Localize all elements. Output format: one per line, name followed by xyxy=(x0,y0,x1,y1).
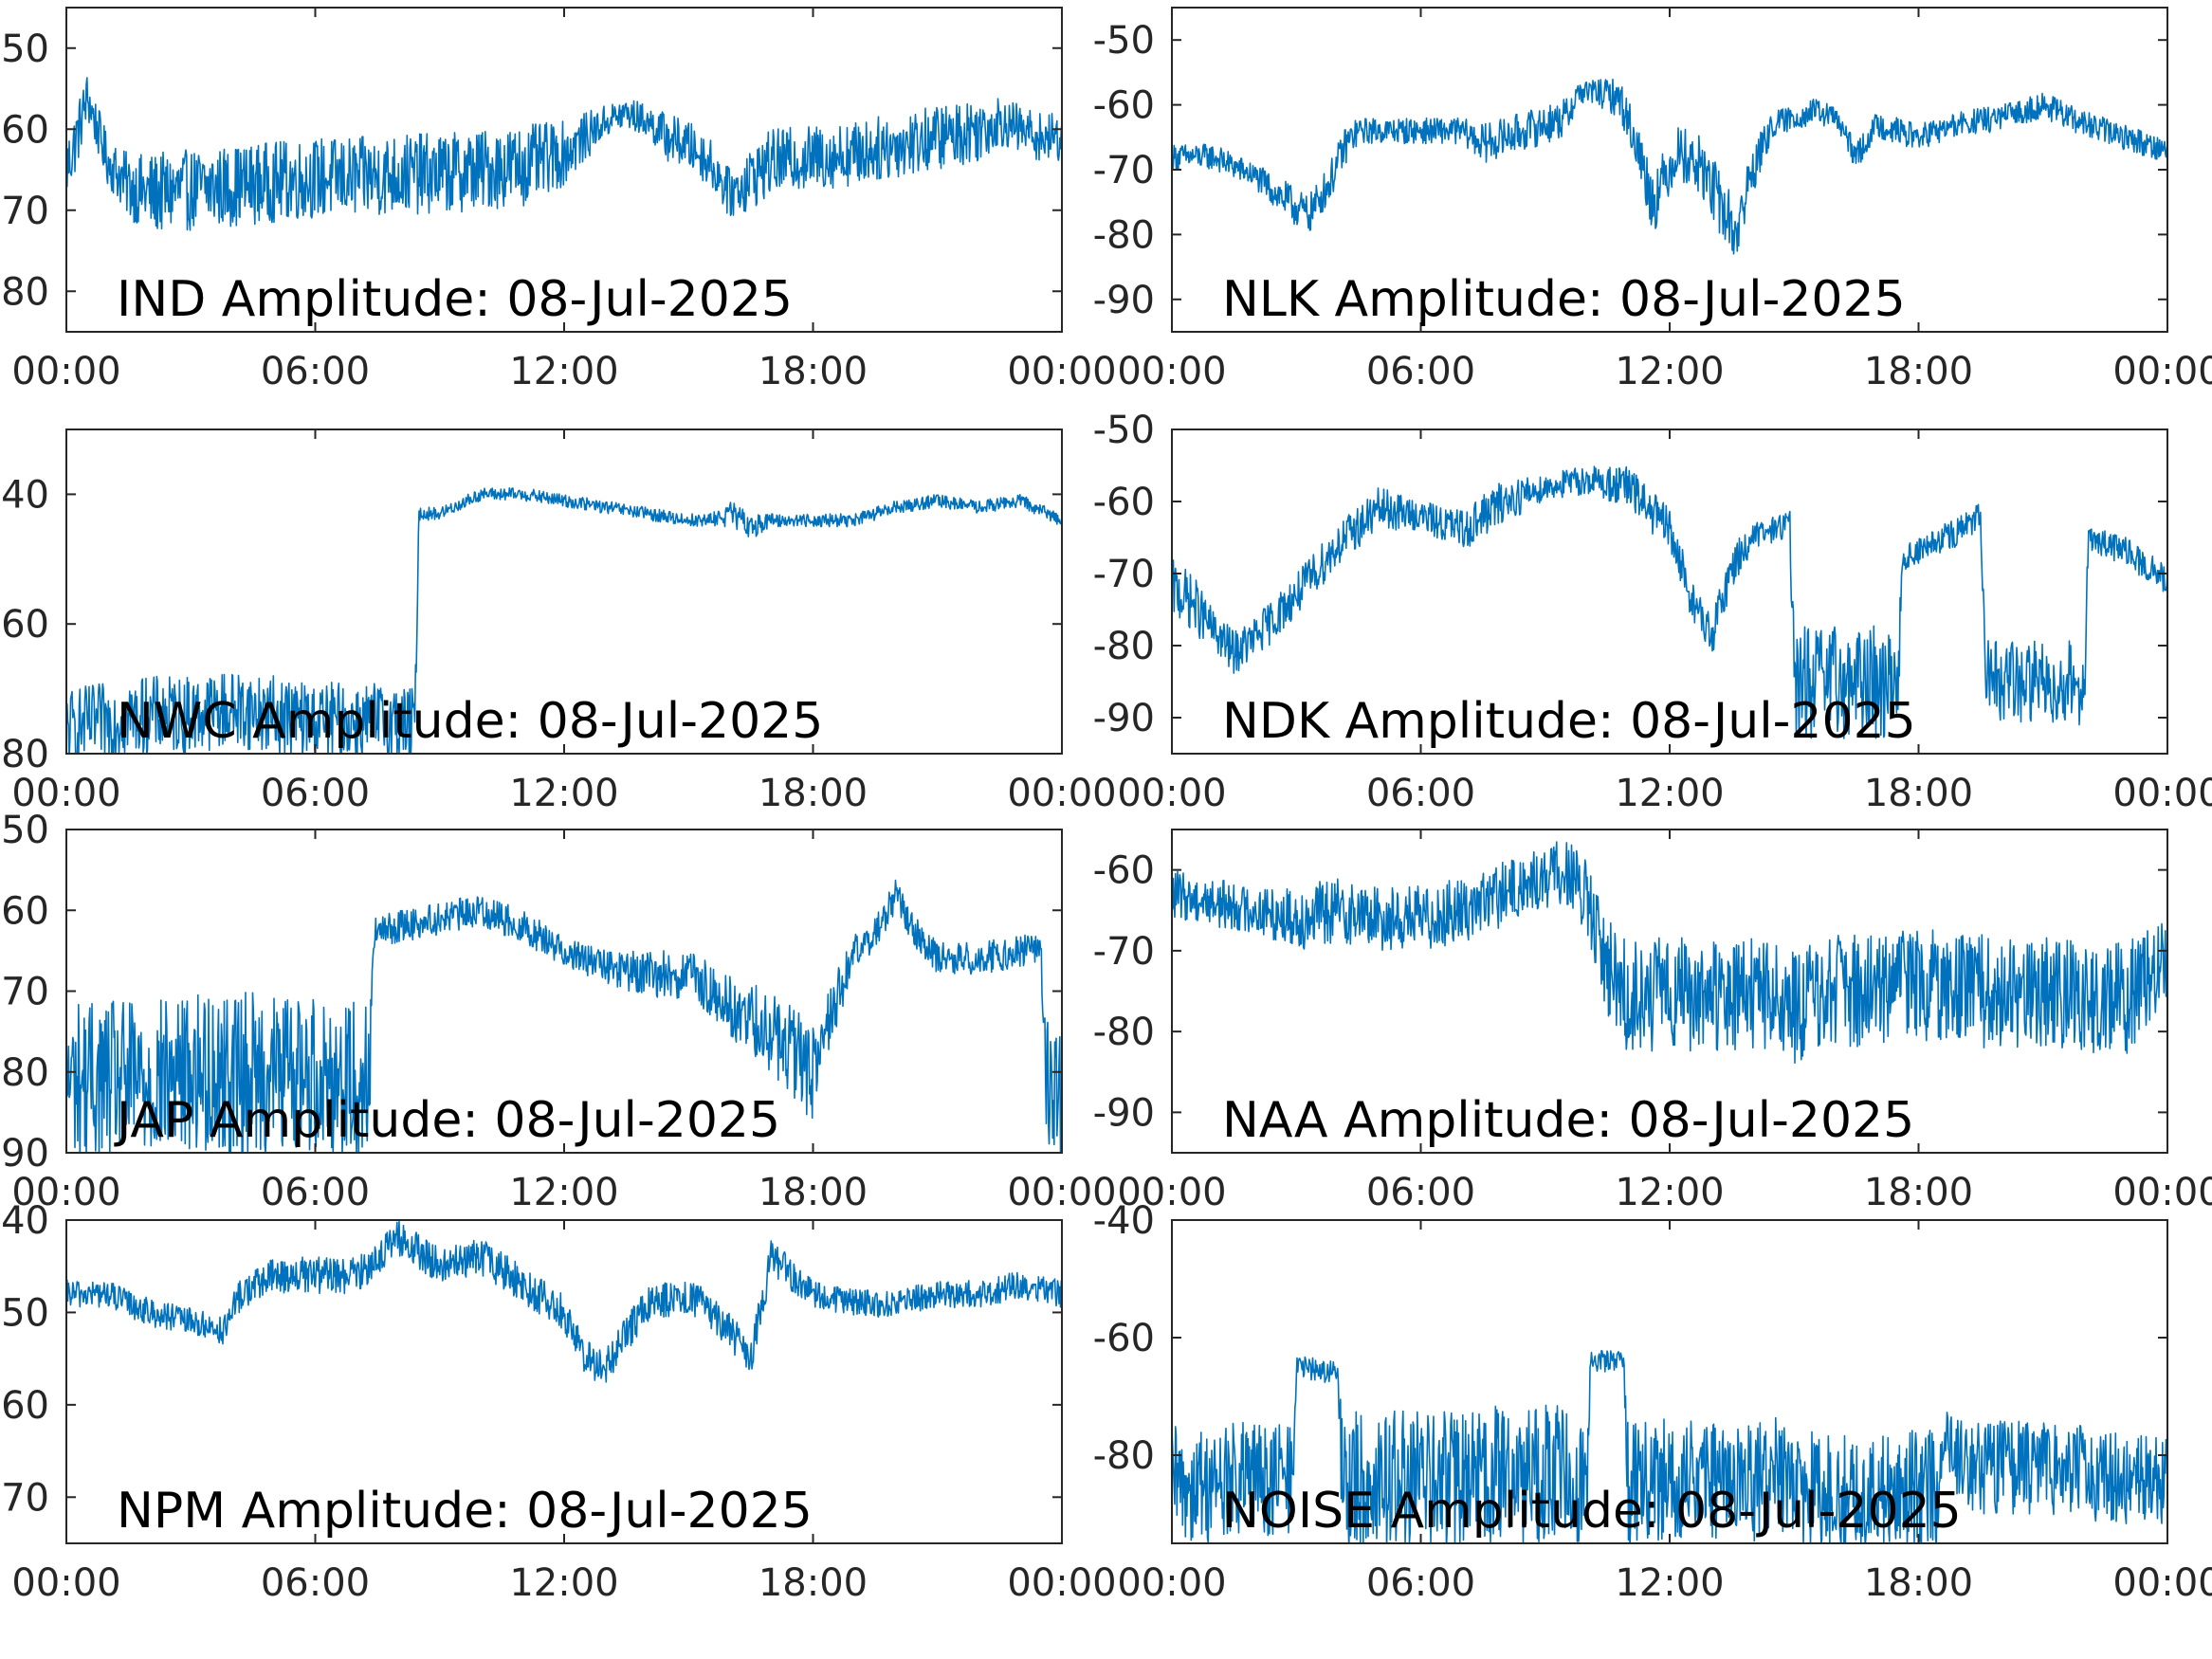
ytick-label: 70 xyxy=(1,1476,49,1520)
ytick-label: -70 xyxy=(1093,930,1155,974)
xtick-label: 12:00 xyxy=(509,350,618,393)
ytick-label: 50 xyxy=(1,1291,49,1335)
ytick-label: -90 xyxy=(1093,279,1155,322)
amplitude-trace-nwc xyxy=(66,487,1062,754)
amplitude-trace-nlk xyxy=(1172,78,2167,255)
xtick-label: 18:00 xyxy=(1864,772,1973,815)
amplitude-trace-npm xyxy=(66,1220,1062,1383)
ytick-label: 40 xyxy=(1,1199,49,1243)
ytick-label: 60 xyxy=(1,603,49,647)
amplitude-trace-jap xyxy=(66,879,1062,1153)
ytick-label: 80 xyxy=(1,733,49,776)
xtick-label: 00:00 xyxy=(2112,1171,2212,1214)
xtick-label: 00:00 xyxy=(11,1171,120,1214)
xtick-label: 12:00 xyxy=(1615,1171,1724,1214)
xtick-label: 06:00 xyxy=(261,1171,370,1214)
panel-title-naa: NAA Amplitude: 08-Jul-2025 xyxy=(1222,1092,1914,1149)
xtick-label: 00:00 xyxy=(1007,772,1116,815)
xtick-label: 06:00 xyxy=(261,1561,370,1605)
xtick-label: 00:00 xyxy=(2112,1561,2212,1605)
ytick-label: 50 xyxy=(1,809,49,852)
xtick-label: 06:00 xyxy=(261,772,370,815)
xtick-label: 06:00 xyxy=(1366,1171,1475,1214)
xtick-label: 18:00 xyxy=(759,1171,868,1214)
ytick-label: 40 xyxy=(1,473,49,517)
panel-title-ndk: NDK Amplitude: 08-Jul-2025 xyxy=(1222,693,1916,750)
ytick-label: 60 xyxy=(1,1384,49,1428)
panel-npm: 40 50 60 70 00:00 06:00 12:00 18:00 00:00 NPM Amp… xyxy=(1,1199,1117,1605)
ytick-label: -80 xyxy=(1093,213,1155,257)
ytick-label: -60 xyxy=(1093,481,1155,524)
ytick-label: 50 xyxy=(1,27,49,71)
xtick-label: 06:00 xyxy=(261,350,370,393)
panel-ind: 50 60 70 80 00:00 06:00 12:00 18:00 00:00 IND Amp… xyxy=(1,7,1117,393)
ytick-label: -60 xyxy=(1093,849,1155,893)
panel-nlk: -50 -60 -70 -80 -90 00:00 06:00 12:00 18:00 00:00… xyxy=(1093,7,2212,393)
panel-title-nwc: NWC Amplitude: 08-Jul-2025 xyxy=(117,693,823,750)
xtick-label: 00:00 xyxy=(1117,1171,1226,1214)
xtick-label: 06:00 xyxy=(1366,772,1475,815)
ytick-label: 60 xyxy=(1,108,49,152)
ytick-label: -60 xyxy=(1093,84,1155,128)
xtick-label: 18:00 xyxy=(1864,350,1973,393)
ytick-label: -90 xyxy=(1093,1091,1155,1135)
xtick-label: 00:00 xyxy=(11,1561,120,1605)
xtick-label: 06:00 xyxy=(1366,1561,1475,1605)
xtick-label: 00:00 xyxy=(2112,350,2212,393)
ytick-label: -70 xyxy=(1093,553,1155,596)
ytick-label: 80 xyxy=(1,1051,49,1095)
xtick-label: 18:00 xyxy=(759,772,868,815)
ytick-label: -70 xyxy=(1093,149,1155,192)
xtick-label: 00:00 xyxy=(11,350,120,393)
panel-noise: -40 -60 -80 00:00 06:00 12:00 18:00 00:00 NOISE … xyxy=(1093,1199,2212,1605)
amplitude-trace-ind xyxy=(66,77,1062,231)
xtick-label: 00:00 xyxy=(1117,1561,1226,1605)
xtick-label: 18:00 xyxy=(1864,1171,1973,1214)
xtick-label: 12:00 xyxy=(509,1561,618,1605)
panel-title-ind: IND Amplitude: 08-Jul-2025 xyxy=(117,271,793,328)
xtick-label: 18:00 xyxy=(759,1561,868,1605)
panel-title-nlk: NLK Amplitude: 08-Jul-2025 xyxy=(1222,271,1906,328)
panel-naa: -60 -70 -80 -90 00:00 06:00 12:00 18:00 00:00 NAA… xyxy=(1093,829,2212,1214)
ytick-label: -40 xyxy=(1093,1199,1155,1243)
panel-ndk: -50 -60 -70 -80 -90 00:00 06:00 12:00 18:00 00:00… xyxy=(1093,409,2212,815)
ytick-label: 70 xyxy=(1,971,49,1014)
ytick-label: 80 xyxy=(1,270,49,314)
xtick-label: 18:00 xyxy=(1864,1561,1973,1605)
panel-title-npm: NPM Amplitude: 08-Jul-2025 xyxy=(117,1483,813,1540)
panel-title-jap: JAP Amplitude: 08-Jul-2025 xyxy=(114,1092,780,1149)
xtick-label: 00:00 xyxy=(1007,1171,1116,1214)
ytick-label: -90 xyxy=(1093,697,1155,740)
ytick-label: -50 xyxy=(1093,19,1155,63)
ytick-label: -80 xyxy=(1093,1434,1155,1478)
ytick-label: -60 xyxy=(1093,1317,1155,1360)
ytick-label: 60 xyxy=(1,889,49,933)
xtick-label: 00:00 xyxy=(2112,772,2212,815)
xtick-label: 00:00 xyxy=(1117,350,1226,393)
ytick-label: -80 xyxy=(1093,625,1155,668)
xtick-label: 00:00 xyxy=(11,772,120,815)
amplitude-trace-naa xyxy=(1172,841,2167,1064)
xtick-label: 00:00 xyxy=(1007,1561,1116,1605)
amplitude-trace-noise xyxy=(1172,1350,2167,1543)
xtick-label: 00:00 xyxy=(1117,772,1226,815)
xtick-label: 12:00 xyxy=(1615,772,1724,815)
xtick-label: 12:00 xyxy=(509,772,618,815)
ytick-label: 70 xyxy=(1,190,49,233)
xtick-label: 06:00 xyxy=(1366,350,1475,393)
ytick-label: 90 xyxy=(1,1132,49,1176)
xtick-label: 12:00 xyxy=(509,1171,618,1214)
ytick-label: -80 xyxy=(1093,1011,1155,1054)
xtick-label: 12:00 xyxy=(1615,350,1724,393)
amplitude-trace-ndk xyxy=(1172,465,2167,739)
ytick-label: -50 xyxy=(1093,409,1155,452)
panel-title-noise: NOISE Amplitude: 08-Jul-2025 xyxy=(1222,1483,1962,1540)
xtick-label: 12:00 xyxy=(1615,1561,1724,1605)
xtick-label: 00:00 xyxy=(1007,350,1116,393)
xtick-label: 18:00 xyxy=(759,350,868,393)
